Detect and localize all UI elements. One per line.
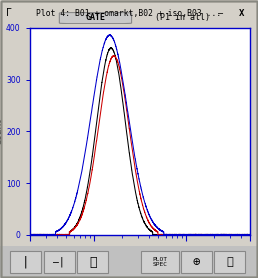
Text: Plot 4: B01 + omarkt,B02 + iso,B03 ...: Plot 4: B01 + omarkt,B02 + iso,B03 ... (36, 9, 222, 18)
Text: $\mathregular{10^{1.3}}$: $\mathregular{10^{1.3}}$ (20, 246, 39, 258)
Text: $\mathregular{10^{2}}$: $\mathregular{10^{2}}$ (87, 246, 101, 258)
Text: —: — (218, 9, 223, 18)
Text: X: X (239, 9, 244, 18)
FancyBboxPatch shape (44, 251, 75, 273)
Text: ☰: ☰ (89, 255, 97, 269)
Text: ⊕: ⊕ (192, 255, 200, 269)
Text: Γ: Γ (6, 8, 12, 18)
Text: —|: —| (53, 257, 65, 267)
FancyBboxPatch shape (59, 13, 132, 24)
Text: ⛶: ⛶ (226, 257, 233, 267)
FancyBboxPatch shape (214, 251, 245, 273)
Text: $\mathregular{10^{3.7}}$: $\mathregular{10^{3.7}}$ (241, 246, 258, 258)
Text: (P1 in all): (P1 in all) (155, 13, 210, 22)
Text: PLOT
SPEC: PLOT SPEC (152, 257, 167, 267)
Text: |: | (22, 255, 30, 269)
Y-axis label: Count: Count (0, 118, 3, 145)
FancyBboxPatch shape (141, 251, 179, 273)
Text: $\mathregular{10^{3}}$: $\mathregular{10^{3}}$ (179, 246, 193, 258)
Text: GATE: GATE (85, 13, 106, 22)
X-axis label: FL2-H: FL2-H (127, 262, 153, 271)
FancyBboxPatch shape (77, 251, 108, 273)
FancyBboxPatch shape (181, 251, 212, 273)
FancyBboxPatch shape (10, 251, 41, 273)
